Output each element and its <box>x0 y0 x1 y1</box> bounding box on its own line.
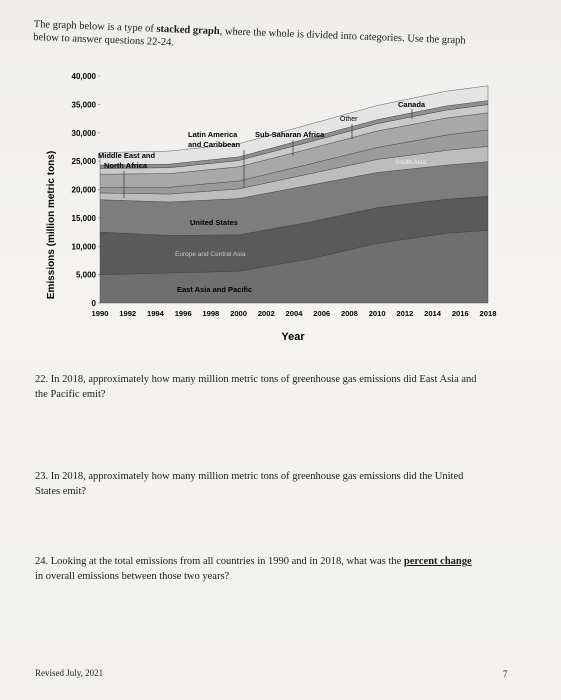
question-23-line-2: States emit? <box>35 486 87 497</box>
area-other <box>99 85 489 166</box>
label-united-states: United States <box>190 218 238 227</box>
x-tick-label: 1994 <box>147 309 165 318</box>
label-other: Other <box>340 116 358 123</box>
y-tick-label: 15,000 <box>72 214 97 223</box>
x-tick-labels: 1990 1992 1994 1996 1998 2000 2002 2004 2006 2008… <box>92 309 497 318</box>
label-latam-1: Latin America <box>188 130 238 139</box>
y-tick-label: 20,000 <box>72 186 97 195</box>
x-tick-label: 1990 <box>92 309 109 318</box>
y-axis-title: Emissions (million metric tons) <box>46 151 57 299</box>
y-tick-label: 30,000 <box>72 129 97 138</box>
label-latam-2: and Caribbean <box>188 140 241 149</box>
y-tick-label: 10,000 <box>72 242 97 251</box>
x-tick-label: 1996 <box>175 309 192 318</box>
x-tick-label: 2010 <box>369 309 386 318</box>
stacked-area-chart: 0 5,000 10,000 15,000 20,000 25,000 30,000 35,0… <box>40 60 510 350</box>
label-europe: Europe and Central Asia <box>175 251 246 258</box>
x-tick-label: 2000 <box>230 309 247 318</box>
x-tick-label: 2004 <box>286 309 304 318</box>
x-tick-label: 2006 <box>313 309 330 318</box>
x-tick-label: 2018 <box>480 309 497 318</box>
revised-date: Revised July, 2021 <box>35 668 104 678</box>
label-east-asia: East Asia and Pacific <box>177 285 252 294</box>
question-22: 22. In 2018, approximately how many mill… <box>35 372 515 402</box>
label-south-asia: South Asia <box>395 159 426 166</box>
y-tick-labels: 0 5,000 10,000 15,000 20,000 25,000 30,000 35,0… <box>72 72 100 308</box>
x-tick-label: 2012 <box>396 309 413 318</box>
label-pointers <box>123 109 413 198</box>
x-tick-label: 2002 <box>258 309 275 318</box>
label-mena-1: Middle East and <box>98 151 156 160</box>
question-24-emphasis: percent change <box>403 556 472 567</box>
question-24-line-2: in overall emissions between those two y… <box>35 571 230 582</box>
y-tick-label: 40,000 <box>72 72 97 81</box>
x-tick-label: 2014 <box>424 309 442 318</box>
label-mena-2: North Africa <box>104 161 148 170</box>
chart-areas <box>99 85 489 304</box>
label-canada: Canada <box>398 100 426 109</box>
question-24-line-1: 24. Looking at the total emissions from … <box>35 554 515 569</box>
question-23-line-1: 23. In 2018, approximately how many mill… <box>35 471 464 482</box>
y-tick-label: 35,000 <box>72 100 97 109</box>
x-tick-label: 1992 <box>119 309 136 318</box>
question-23: 23. In 2018, approximately how many mill… <box>35 469 515 499</box>
y-tick-label: 25,000 <box>72 157 97 166</box>
label-sub-saharan: Sub-Saharan Africa <box>255 130 325 139</box>
question-22-line-2: the Pacific emit? <box>35 389 106 400</box>
x-axis-title: Year <box>281 331 305 343</box>
page-number: 7 <box>503 669 508 679</box>
question-22-line-1: 22. In 2018, approximately how many mill… <box>35 374 477 385</box>
x-tick-label: 1998 <box>202 309 219 318</box>
y-tick-label: 5,000 <box>76 271 97 280</box>
question-24-line-1a: 24. Looking at the total emissions from … <box>35 556 404 567</box>
x-tick-label: 2016 <box>452 309 469 318</box>
y-tick-label: 0 <box>92 299 97 308</box>
question-24: 24. Looking at the total emissions from … <box>35 554 515 584</box>
x-tick-label: 2008 <box>341 309 358 318</box>
chart-svg: 0 5,000 10,000 15,000 20,000 25,000 30,000 35,0… <box>46 72 497 343</box>
